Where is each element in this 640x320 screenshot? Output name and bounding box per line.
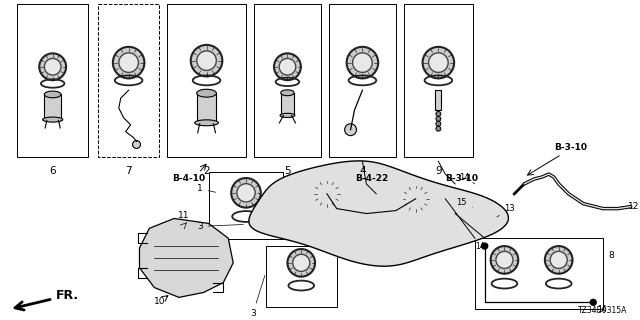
Circle shape <box>436 126 441 131</box>
Text: 7: 7 <box>125 166 132 176</box>
Text: B-4-22: B-4-22 <box>355 174 388 183</box>
Circle shape <box>132 140 140 148</box>
Circle shape <box>313 180 340 208</box>
Text: 13: 13 <box>497 204 515 217</box>
Text: 3: 3 <box>250 276 265 318</box>
Text: B-4-10: B-4-10 <box>172 174 205 183</box>
Circle shape <box>39 53 66 80</box>
Circle shape <box>402 185 429 212</box>
Bar <box>44 94 61 120</box>
Bar <box>329 4 396 157</box>
Text: 14: 14 <box>460 172 475 184</box>
Circle shape <box>496 251 513 268</box>
Circle shape <box>287 249 315 277</box>
Circle shape <box>274 53 301 80</box>
Bar <box>98 4 159 157</box>
Text: 10: 10 <box>154 297 166 306</box>
Circle shape <box>436 121 441 126</box>
Circle shape <box>407 190 424 207</box>
Text: 12: 12 <box>628 202 639 211</box>
Bar <box>196 93 216 123</box>
Circle shape <box>231 178 261 208</box>
Circle shape <box>292 254 310 271</box>
Circle shape <box>550 251 567 268</box>
Ellipse shape <box>196 89 216 97</box>
Text: 11: 11 <box>178 212 189 220</box>
Text: B-3-10: B-3-10 <box>554 143 587 152</box>
Bar <box>266 246 337 307</box>
Circle shape <box>119 53 138 72</box>
Text: 1: 1 <box>197 184 216 193</box>
Circle shape <box>196 51 216 70</box>
Circle shape <box>345 124 356 136</box>
Ellipse shape <box>280 113 295 117</box>
Ellipse shape <box>44 91 61 98</box>
Bar <box>435 90 442 110</box>
Circle shape <box>347 47 378 78</box>
Bar <box>281 93 294 116</box>
Circle shape <box>545 246 573 274</box>
Ellipse shape <box>195 120 218 126</box>
Bar <box>404 4 473 157</box>
Circle shape <box>436 116 441 121</box>
Bar <box>475 238 603 309</box>
Text: 4: 4 <box>359 166 365 176</box>
Text: 15: 15 <box>456 198 472 207</box>
Polygon shape <box>249 161 508 266</box>
Circle shape <box>237 184 255 202</box>
Text: B-3-10: B-3-10 <box>445 174 478 183</box>
Circle shape <box>429 53 448 72</box>
Circle shape <box>482 243 488 249</box>
Text: TZ34B0315A: TZ34B0315A <box>579 306 628 315</box>
Circle shape <box>318 185 335 202</box>
Bar <box>254 4 321 157</box>
Circle shape <box>113 47 145 78</box>
Circle shape <box>44 59 61 75</box>
Circle shape <box>422 47 454 78</box>
Text: 5: 5 <box>284 166 291 176</box>
Bar <box>167 4 246 157</box>
Text: 2: 2 <box>204 166 210 176</box>
Circle shape <box>353 53 372 72</box>
Text: 14: 14 <box>597 305 607 314</box>
Bar <box>209 172 282 239</box>
Circle shape <box>191 45 222 76</box>
Bar <box>17 4 88 157</box>
Text: 3: 3 <box>197 222 243 231</box>
Text: 9: 9 <box>435 166 442 176</box>
Circle shape <box>590 299 596 305</box>
Polygon shape <box>140 219 233 297</box>
Ellipse shape <box>281 90 294 96</box>
Text: 14: 14 <box>475 242 484 251</box>
Text: 6: 6 <box>49 166 56 176</box>
Circle shape <box>436 111 441 116</box>
Ellipse shape <box>43 117 63 122</box>
Text: 8: 8 <box>608 252 614 260</box>
Circle shape <box>279 59 296 75</box>
Circle shape <box>491 246 518 274</box>
Text: FR.: FR. <box>15 289 79 310</box>
